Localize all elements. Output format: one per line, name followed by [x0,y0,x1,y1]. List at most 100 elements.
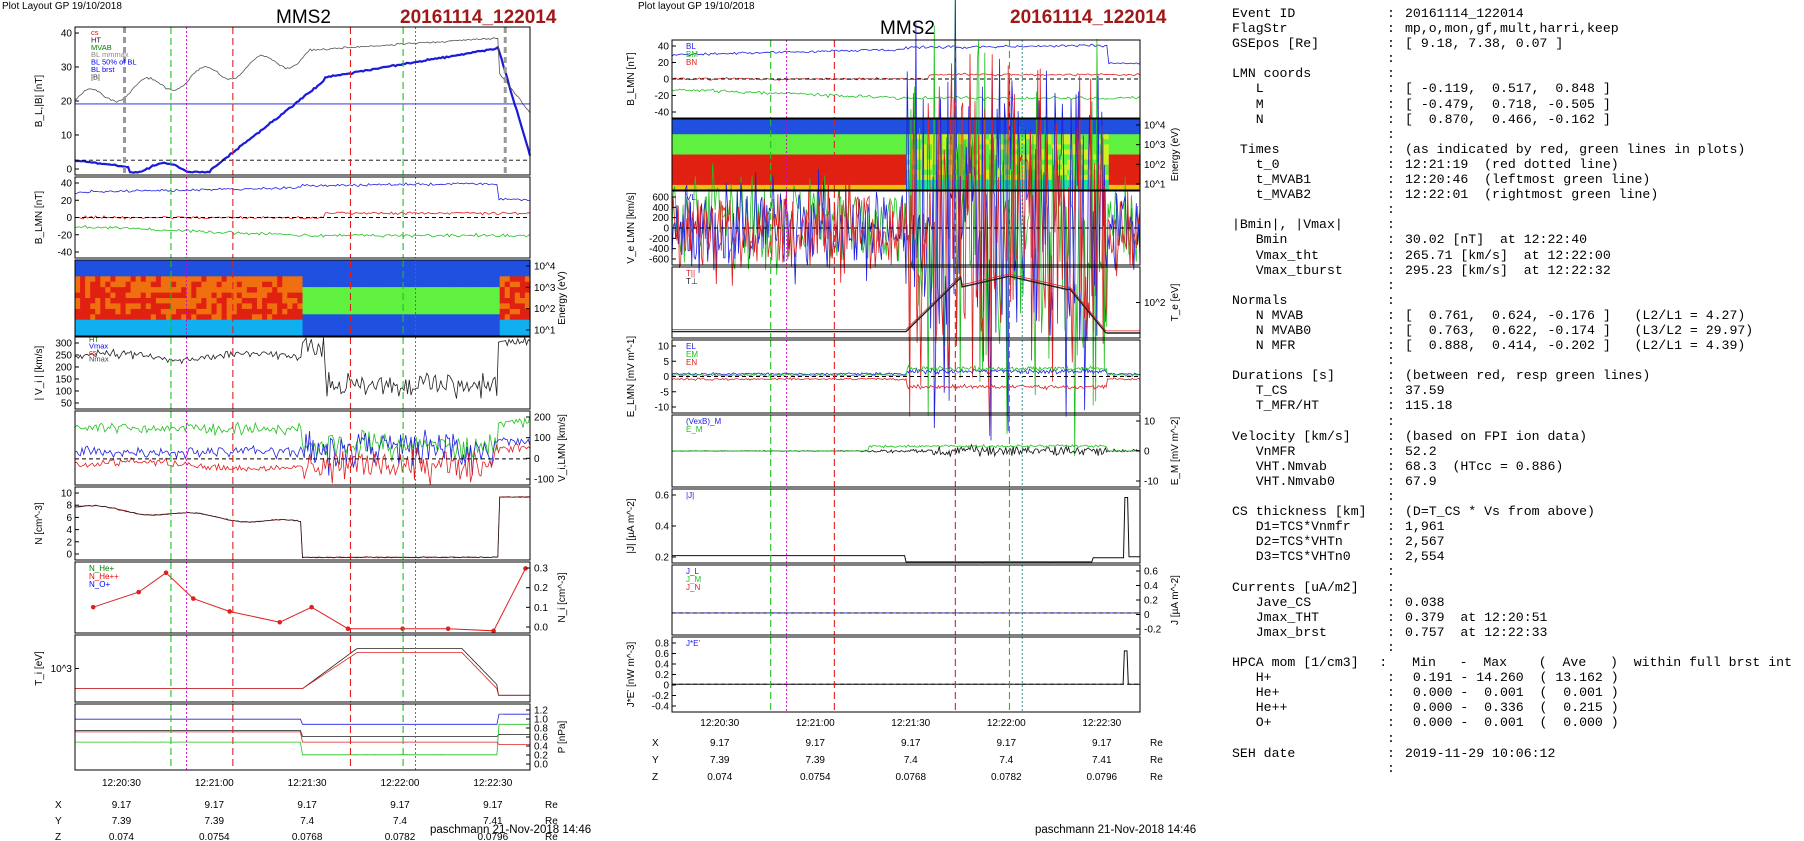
spectrogram-cell [703,139,709,145]
spectrogram-cell [120,281,127,288]
spectrogram-cell [822,179,829,186]
spectrogram-cell [978,129,985,135]
spectrogram-cell [307,265,314,272]
spectrogram-cell [718,169,725,176]
spectrogram-cell [828,129,834,135]
info-key: FlagStr [1232,21,1288,37]
spectrogram-cell [312,260,319,266]
spectrogram-cell [100,303,106,310]
spectrogram-cell [110,298,117,304]
spectrogram-cell [817,119,824,125]
spectrogram-cell [1103,134,1110,140]
info-row: He+: 0.000 - 0.001 ( 0.001 ) [1232,685,1792,700]
spectrogram-cell [703,184,709,191]
spectrogram-cell [874,179,881,186]
spectrogram-cell [327,325,334,332]
mid-panel-tick-label: 40 [658,42,670,53]
left-panel-tick-label: 10^3 [51,664,73,675]
spectrogram-cell [479,281,486,288]
info-colon: : [1387,21,1395,37]
he-pp-point [491,628,496,634]
info-key: VHT.Nmvab [1232,458,1327,474]
spectrogram-cell [713,129,720,135]
spectrogram-cell [963,119,969,125]
spectrogram-cell [115,265,122,272]
spectrogram-cell [312,325,319,332]
spectrogram-cell [327,303,334,310]
spectrogram-cell [1124,144,1131,151]
spectrogram-cell [760,129,767,135]
mid-time-tick: 12:20:30 [700,718,739,729]
spectrogram-cell [744,134,751,140]
spectrogram-cell [342,265,349,272]
spectrogram-cell [75,314,81,321]
spectrogram-cell [744,149,751,156]
spectrogram-cell [75,287,81,294]
mid-panel-ylabel: |J| [µA m^-2] [626,498,637,553]
spectrogram-cell [729,174,735,181]
legend-label: BL brst [91,65,115,74]
spectrogram-cell [1077,124,1084,130]
spectrogram-cell [1124,119,1131,125]
spectrogram-cell [388,276,395,283]
spectrogram-cell [1124,139,1131,145]
spectrogram-cell [524,265,531,272]
left-pos-value: 7.39 [205,816,225,827]
spectrogram-cell [428,270,435,277]
spectrogram-cell [859,149,865,156]
info-row: t_MVAB2:12:22:01 (rightmost green line) [1232,187,1792,202]
spectrogram-cell [95,287,101,294]
spectrogram-cell [171,270,177,277]
spectrogram-cell [459,303,465,310]
spectrogram-cell [413,330,420,337]
spectrogram-cell [739,154,746,161]
spectrogram-cell [509,314,516,321]
spectrogram-cell [433,314,440,321]
spectrogram-cell [484,281,491,288]
spectrogram-cell [201,303,208,310]
series-label: BN [686,58,697,67]
spectrogram-cell [388,325,395,332]
spectrogram-cell [963,129,969,135]
spectrogram-cell [186,276,192,283]
spectrogram-cell [509,260,516,266]
spectrogram-cell [459,281,465,288]
spectrogram-cell [105,319,111,326]
spectrogram-cell [342,292,349,299]
he-pp-point [277,619,283,625]
spectrogram-cell [196,265,202,272]
spectrogram-cell [854,129,860,135]
spectrogram-cell [317,270,324,277]
spectrogram-cell [469,303,475,310]
spectrogram-cell [1088,154,1094,161]
series-label: E_M [686,425,703,434]
spectrogram-cell [895,179,902,186]
spectrogram-cell [781,184,787,191]
spectrogram-cell [1030,164,1037,171]
spectrogram-cell [166,330,172,337]
spectrogram-cell [342,287,349,294]
spectrogram-cell [206,303,213,310]
spectrogram-cell [698,149,704,156]
spectrogram-cell [145,260,152,266]
spectrogram-cell [292,292,299,299]
spectrogram-cell [677,144,683,151]
spectrogram-cell [1082,174,1089,181]
spectrogram-cell [499,298,506,304]
spectrogram-cell [682,149,689,156]
spectrogram-cell [750,154,756,161]
spectrogram-cell [921,149,928,156]
spectrogram-cell [277,314,283,321]
spectrogram-cell [682,154,689,161]
spectrogram-cell [251,308,258,315]
spectrogram-cell [423,319,430,326]
spectrogram-cell [464,287,470,294]
info-colon: : [1387,51,1395,67]
spectrogram-cell [297,330,304,337]
spectrogram-cell [770,139,777,145]
spectrogram-cell [196,287,202,294]
spectrogram-cell [297,292,304,299]
spectrogram-cell [489,287,496,294]
spectrogram-cell [864,164,871,171]
spectrogram-cell [272,260,278,266]
